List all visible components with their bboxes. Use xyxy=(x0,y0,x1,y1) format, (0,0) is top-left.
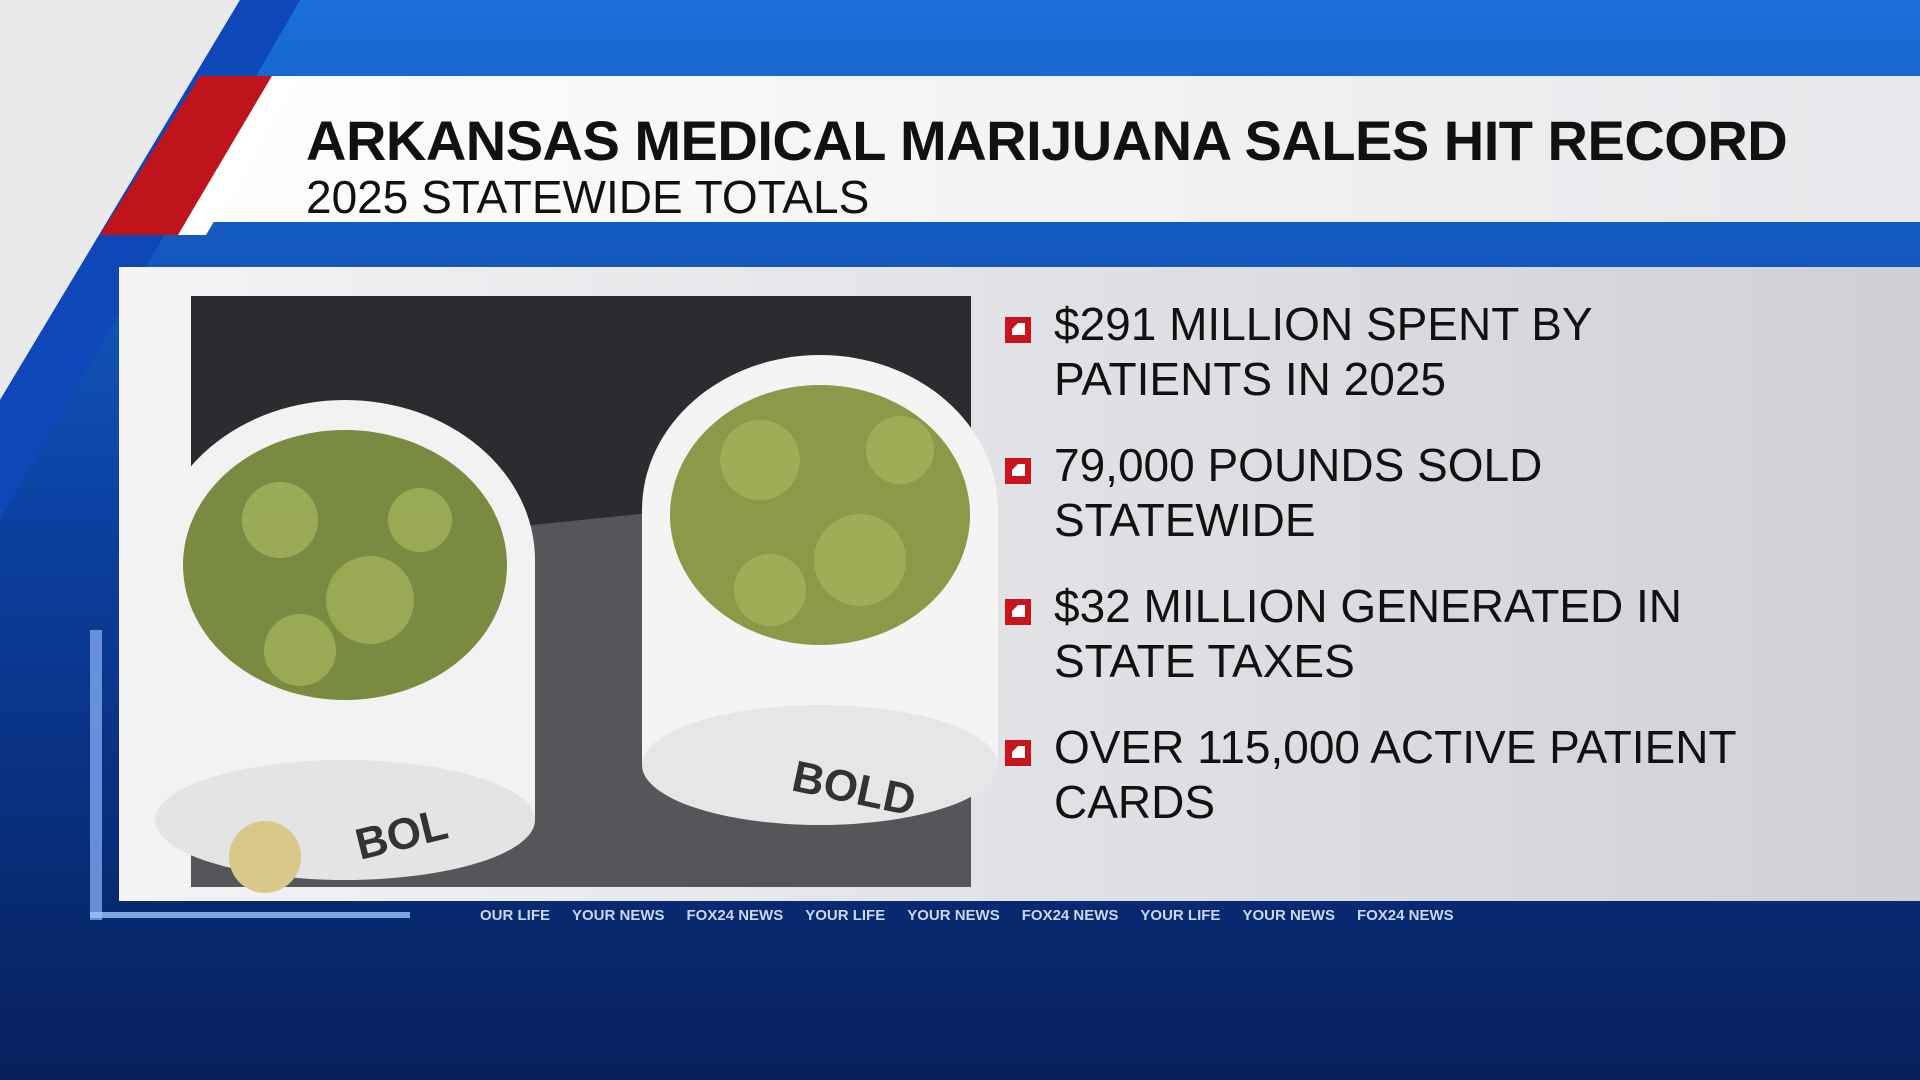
bullet-glyph xyxy=(1005,458,1031,484)
ticker-item: YOUR NEWS xyxy=(907,907,1000,924)
ticker-item: YOUR NEWS xyxy=(572,907,665,924)
ticker-item: YOUR LIFE xyxy=(805,907,886,924)
bullet-icon xyxy=(1005,317,1031,343)
bullet-icon xyxy=(1005,458,1031,484)
ticker: OUR LIFE YOUR NEWS FOX24 NEWS YOUR LIFE YOUR… xyxy=(480,907,1476,929)
bullet-text: $291 MILLION SPENT BY xyxy=(1054,298,1593,350)
bullet-text: $32 MILLION GENERATED IN xyxy=(1054,580,1682,632)
ticker-item: YOUR LIFE xyxy=(1140,907,1221,924)
bullet-glyph xyxy=(1005,317,1031,343)
bullet-text: STATE TAXES xyxy=(1054,635,1355,687)
photo: BOLD BOL xyxy=(155,296,998,893)
ticker-item: FOX24 NEWS xyxy=(686,907,784,924)
ticker-item: OUR LIFE xyxy=(480,907,550,924)
bullet: $291 MILLION SPENT BY PATIENTS IN 2025 xyxy=(1005,298,1885,446)
title-band xyxy=(120,76,1920,222)
bullet: OVER 115,000 ACTIVE PATIENT CARDS xyxy=(1005,721,1885,869)
bullet-glyph xyxy=(1005,740,1031,766)
ticker-item: FOX24 NEWS xyxy=(1356,907,1454,924)
bullet-text: STATEWIDE xyxy=(1054,494,1316,546)
white-accent xyxy=(178,76,300,235)
subheadline: 2025 STATEWIDE TOTALS xyxy=(306,171,870,223)
bullet-text: 79,000 POUNDS SOLD xyxy=(1054,439,1543,491)
red-accent xyxy=(100,76,272,235)
ticker-item: FOX24 NEWS xyxy=(1021,907,1119,924)
bullet-text: PATIENTS IN 2025 xyxy=(1054,353,1446,405)
bullet-text: CARDS xyxy=(1054,776,1216,828)
headline: ARKANSAS MEDICAL MARIJUANA SALES HIT REC… xyxy=(306,109,1788,172)
bullet: 79,000 POUNDS SOLD STATEWIDE xyxy=(1005,439,1885,587)
bullet-glyph xyxy=(1005,599,1031,625)
bullet-text: OVER 115,000 ACTIVE PATIENT xyxy=(1054,721,1737,773)
bullet-icon xyxy=(1005,740,1031,766)
bullet-icon xyxy=(1005,599,1031,625)
bullet-list: $291 MILLION SPENT BY PATIENTS IN 2025 79,… xyxy=(1005,298,1885,869)
bullet: $32 MILLION GENERATED IN STATE TAXES xyxy=(1005,580,1885,728)
ticker-item: YOUR NEWS xyxy=(1242,907,1335,924)
frame-bottom xyxy=(90,912,410,918)
frame-edge xyxy=(90,630,102,920)
